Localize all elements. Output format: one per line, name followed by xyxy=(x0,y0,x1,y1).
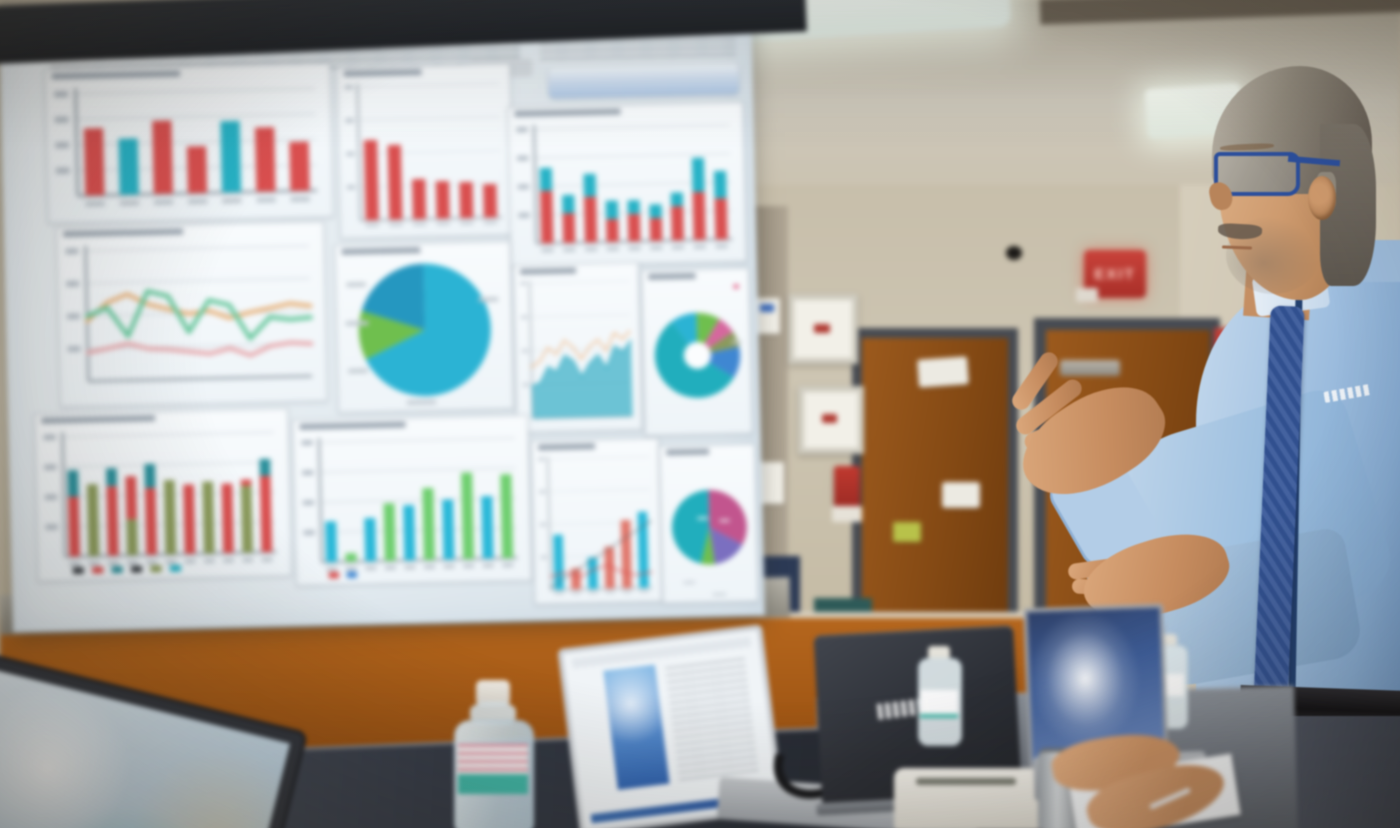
laptop-1 xyxy=(0,651,309,828)
stacked-bar-chart xyxy=(514,116,742,262)
chart-panel-stacked-bar xyxy=(507,101,747,268)
chart-panel-line xyxy=(55,221,328,408)
water-bottle-small xyxy=(916,646,962,746)
presenter-head xyxy=(1207,66,1376,310)
chart-panel-grouped-bar xyxy=(292,414,532,587)
bottle-label-band xyxy=(458,774,528,794)
bar-chart xyxy=(51,77,329,218)
chart-panel-bar xyxy=(336,63,515,239)
laptop-2-text xyxy=(665,657,759,783)
door-sign xyxy=(942,482,980,508)
water-bottle xyxy=(450,680,536,828)
chart-panel-stacked-bar xyxy=(34,408,292,582)
chart-panel-bar-line xyxy=(530,437,663,605)
grouped-bar-chart xyxy=(299,429,527,581)
bottle-neck xyxy=(470,702,516,724)
chart-panel-area xyxy=(512,262,643,433)
laptop-1-screen xyxy=(0,669,291,828)
tabletop-device xyxy=(894,768,1040,828)
exit-sign-bracket xyxy=(1076,288,1098,302)
wall-frame xyxy=(798,386,864,454)
bottle-label xyxy=(458,744,528,774)
projection-screen xyxy=(0,3,765,633)
wall-notice xyxy=(756,298,780,334)
exit-sign-label: EXIT xyxy=(1094,265,1136,283)
door-label xyxy=(893,522,921,542)
laptop-2-document-panel xyxy=(603,664,670,790)
wall-frame xyxy=(788,294,858,364)
chart-panel-donut xyxy=(640,267,753,437)
pie-chart xyxy=(665,458,753,599)
exit-sign: EXIT xyxy=(1084,250,1146,298)
device-slot xyxy=(916,778,1016,785)
pie-chart xyxy=(341,255,509,408)
chart-panel-bar xyxy=(44,63,334,224)
security-camera-icon xyxy=(1006,246,1022,260)
stacked-bar-chart xyxy=(40,422,286,576)
fire-alarm-base xyxy=(832,506,862,522)
line-chart xyxy=(62,235,323,402)
bottle-cap xyxy=(476,680,510,706)
bar-line-chart xyxy=(537,452,657,600)
chart-panel-pie xyxy=(658,443,759,604)
chart-panel-pie xyxy=(334,241,515,414)
door-closer xyxy=(1060,360,1120,376)
fire-alarm xyxy=(834,466,860,508)
bottle-cap xyxy=(928,646,950,660)
bottle-label xyxy=(920,690,958,718)
presenter-ear xyxy=(1308,176,1336,220)
bar-chart xyxy=(343,77,509,234)
donut-chart xyxy=(647,282,747,431)
wall-notice xyxy=(758,462,784,504)
area-chart xyxy=(519,276,637,428)
